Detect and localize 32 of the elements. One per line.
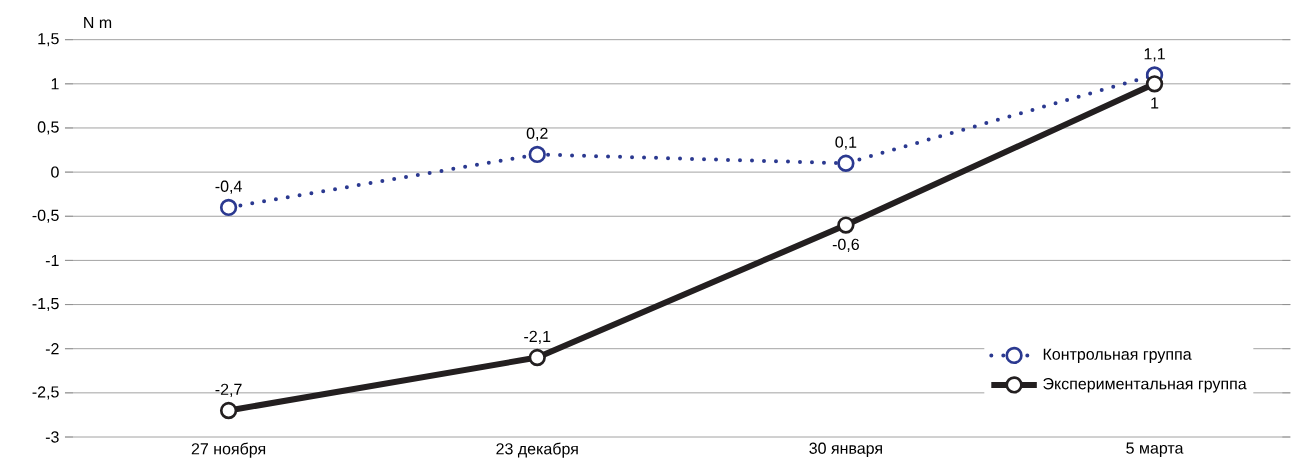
legend-label: Экспериментальная группа [1043, 378, 1247, 393]
data-label: -0,4 [215, 180, 242, 194]
point [837, 154, 855, 172]
y-tick-label: 0,5 [37, 121, 59, 135]
point [1145, 75, 1164, 93]
y-axis-title: N m [84, 17, 112, 29]
point [528, 348, 546, 367]
y-tick-label: -3 [45, 431, 59, 443]
x-tick-label: 23 декабря [496, 442, 578, 458]
data-label: 0,2 [526, 127, 548, 141]
data-label: 0,1 [835, 136, 857, 150]
data-label: -2,7 [215, 383, 242, 397]
y-tick-label: -0,5 [32, 209, 59, 223]
data-label: 1,1 [1144, 48, 1165, 62]
point [219, 198, 238, 217]
x-tick-label: 27 ноября [191, 442, 266, 458]
point [528, 145, 546, 164]
legend-label: Контрольная группа [1043, 348, 1192, 364]
y-tick-label: 1,5 [38, 33, 59, 47]
data-label: -2,1 [524, 330, 551, 344]
point [219, 401, 238, 420]
x-tick-label: 30 января [809, 442, 882, 458]
y-tick-label: -2 [45, 343, 59, 355]
data-label: -0,6 [832, 238, 859, 252]
point [837, 216, 855, 234]
y-tick-label: -1,5 [32, 298, 59, 312]
data-label: 1 [1151, 97, 1159, 109]
y-tick-label: -1 [45, 254, 59, 266]
y-tick-label: -2,5 [32, 386, 59, 400]
x-tick-label: 5 марта [1126, 442, 1184, 457]
y-tick-label: 1 [51, 78, 59, 90]
y-tick-label: 0 [51, 166, 59, 178]
